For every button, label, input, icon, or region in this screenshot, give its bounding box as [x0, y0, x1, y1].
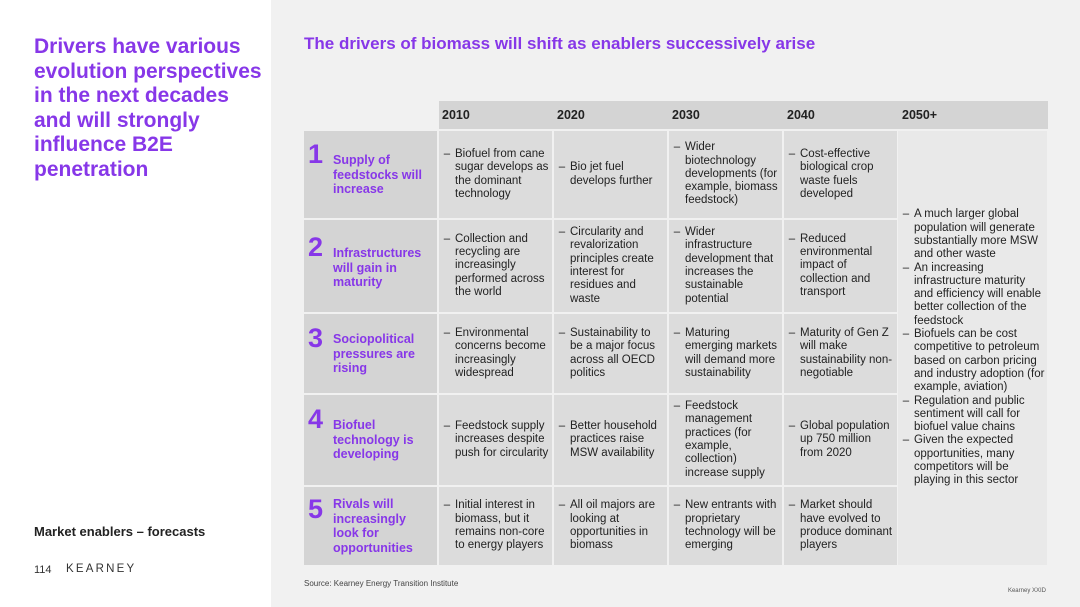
table-cell: – Biofuel from cane sugar develops as the… [439, 131, 552, 218]
column-header-2040: 2040 [787, 108, 815, 122]
column-header-2030: 2030 [672, 108, 700, 122]
table-cell: – Market should have evolved to produce d… [784, 487, 897, 565]
list-item: – Regulation and public sentiment will ca… [902, 394, 1025, 434]
table-cell: – Maturity of Gen Z will make sustainabil… [784, 314, 897, 393]
table-header: 2010 2020 2030 2040 2050+ [439, 101, 1048, 129]
table-cell: – Global population up 750 million from 2… [784, 395, 897, 485]
row-number: 3 [308, 323, 324, 353]
row-number: 2 [308, 232, 324, 262]
table-cell: – Wider biotechnology developments (for e… [669, 131, 782, 218]
slide-headline: Drivers have various evolution perspecti… [34, 35, 262, 181]
column-header-2050: 2050+ [902, 108, 938, 122]
table-cell: – Feedstock supply increases despite push… [439, 395, 552, 485]
table-cell: – Better household practices raise MSW av… [554, 395, 667, 485]
section-label: Market enablers – forecasts [34, 524, 206, 539]
row-header-biofuel-technology: 4 Biofuel technology is developing [304, 395, 437, 485]
row-number: 5 [308, 494, 324, 524]
list-item: – Biofuels can be cost competitive to pet… [902, 328, 1045, 394]
row-label: Biofuel technology is developing [333, 418, 414, 461]
left-panel: Drivers have various evolution perspecti… [0, 0, 271, 607]
table-cell: – Collection and recycling are increasing… [439, 220, 552, 312]
table-cell: – Cost-effective biological crop waste fu… [784, 131, 897, 218]
copyright-note: Kearney XXID [1007, 588, 1046, 594]
table-cell: – Sustainability to be a major focus acro… [554, 314, 667, 393]
table-cell: – Bio jet fuel develops further [554, 131, 667, 218]
list-item: – A much larger global population will ge… [902, 208, 1038, 261]
row-label: Infrastructures will gain in maturity [333, 246, 422, 289]
brand-logo: KEARNEY [66, 563, 137, 575]
table-cell: – Environmental concerns become increasin… [439, 314, 552, 393]
column-header-2020: 2020 [557, 108, 585, 122]
table-cell: – Feedstock management practices (for exa… [669, 395, 782, 485]
row-header-sociopolitical: 3 Sociopolitical pressures are rising [304, 314, 437, 393]
page-number: 114 [34, 564, 52, 576]
list-item: – An increasing infrastructure maturity a… [902, 261, 1042, 327]
list-item: – Given the expected opportunities, many … [902, 434, 1019, 487]
row-label: Rivals will increasingly look for opport… [333, 497, 413, 555]
row-number: 1 [308, 139, 324, 169]
row-label: Sociopolitical pressures are rising [333, 332, 416, 375]
content-panel: The drivers of biomass will shift as ena… [271, 0, 1080, 607]
column-header-2010: 2010 [442, 108, 470, 122]
column-2050-bullets: – A much larger global population will ge… [898, 131, 1047, 565]
table-cell: – Circularity and revalorization principl… [554, 220, 667, 312]
table-cell: – All oil majors are looking at opportuni… [554, 487, 667, 565]
page-title: The drivers of biomass will shift as ena… [304, 34, 816, 53]
table-cell: – Maturing emerging markets will demand m… [669, 314, 782, 393]
table-cell: – Wider infrastructure development that i… [669, 220, 782, 312]
row-number: 4 [308, 404, 324, 434]
row-header-infrastructure: 2 Infrastructures will gain in maturity [304, 220, 437, 312]
table-cell: – Initial interest in biomass, but it rem… [439, 487, 552, 565]
row-header-supply: 1 Supply of feedstocks will increase [304, 131, 437, 218]
row-label: Supply of feedstocks will increase [333, 153, 422, 196]
table-cell: – Reduced environmental impact of collect… [784, 220, 897, 312]
table-cell: – New entrants with proprietary technolog… [669, 487, 782, 565]
source-note: Source: Kearney Energy Transition Instit… [304, 579, 459, 588]
row-header-rivals: 5 Rivals will increasingly look for oppo… [304, 487, 437, 565]
